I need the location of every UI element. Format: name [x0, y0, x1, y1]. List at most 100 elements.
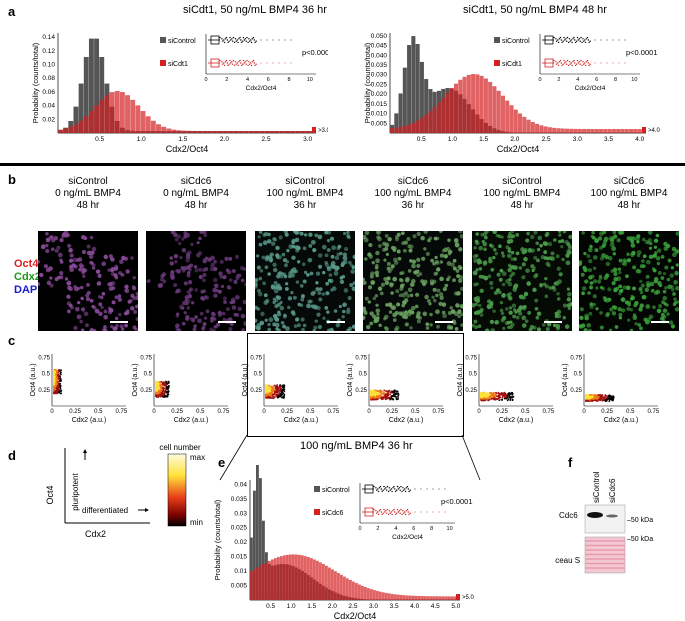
bar-treated — [269, 131, 275, 133]
c-xtick: 0.75 — [218, 409, 230, 415]
c-xtick: 0.25 — [171, 409, 183, 415]
micrograph-5 — [472, 231, 572, 331]
bar-treated — [403, 595, 406, 600]
bar-treated — [418, 595, 421, 600]
ylabel: Probability (counts/total) — [363, 42, 372, 123]
bar-treated — [265, 562, 268, 600]
c-ylabel: Oct4 (a.u.) — [457, 363, 464, 396]
micrograph-title-line: 0 ng/mL BMP4 — [55, 188, 121, 199]
c-xtick: 0.5 — [411, 409, 420, 415]
legend-swatch-treated — [314, 509, 320, 515]
bar-treated — [492, 86, 497, 133]
bar-treated — [448, 596, 451, 600]
micrograph-title-line: 48 hr — [510, 200, 534, 211]
micrograph-1 — [38, 231, 138, 331]
bar-treated — [104, 95, 110, 133]
bar-treated — [599, 128, 604, 133]
bar-treated — [125, 95, 130, 133]
bar-treated — [624, 128, 629, 133]
bar-treated — [109, 92, 115, 133]
inset-bg — [538, 34, 680, 94]
ytick: 0.025 — [371, 81, 388, 88]
bar-treated — [415, 120, 420, 133]
bar-treated — [439, 596, 442, 600]
bar-control — [398, 93, 403, 133]
ytick: 0.06 — [42, 89, 55, 96]
c-ytick: 0.75 — [250, 355, 262, 361]
c-ylabel: Oct4 (a.u.) — [562, 363, 569, 396]
xtick: 0.5 — [95, 136, 104, 143]
panel-a-left-title: siCdt1, 50 ng/mL BMP4 36 hr — [183, 4, 327, 16]
xtick: 4.0 — [635, 136, 644, 143]
inset-bg — [358, 483, 475, 543]
c-xtick: 0.5 — [94, 409, 103, 415]
xlabel: Cdx2/Oct4 — [166, 144, 209, 154]
ytick: 0.02 — [234, 539, 247, 546]
bar-treated — [325, 565, 328, 600]
c-ytick: 0.25 — [250, 388, 262, 394]
bar-treated — [254, 131, 259, 133]
bar-treated — [569, 128, 574, 133]
bar-treated — [419, 118, 424, 133]
bar-treated — [397, 594, 400, 600]
bar-control — [99, 57, 105, 133]
c-xtick: 0.5 — [196, 409, 205, 415]
legend-control: siControl — [502, 38, 530, 45]
bar-treated — [279, 131, 285, 133]
bar-treated — [358, 584, 361, 600]
bar-treated — [285, 131, 290, 133]
legend-control: siControl — [168, 38, 196, 45]
c-xtick: 0.75 — [543, 409, 555, 415]
micrograph-title-3: siControl 100 ng/mL BMP4 36 hr — [250, 176, 360, 212]
micrograph-title-line: 36 hr — [401, 200, 425, 211]
bar-treated — [376, 590, 379, 600]
bar-treated — [88, 111, 94, 133]
bar-treated — [283, 555, 286, 600]
bar-treated — [526, 119, 531, 133]
bar-treated — [556, 128, 561, 133]
bar-control — [419, 61, 424, 134]
micrograph-title-line: siCdc6 — [180, 176, 212, 187]
c-xtick: 0.75 — [433, 409, 445, 415]
xtick: 5.0 — [451, 603, 460, 610]
cdc6-blot — [584, 504, 626, 534]
ytick: 0.045 — [371, 43, 388, 50]
bar-treated — [156, 124, 161, 133]
bar-treated — [248, 131, 254, 133]
bar-treated — [620, 128, 625, 133]
inset-xtick: 10 — [447, 526, 453, 532]
xtick: 2.5 — [348, 603, 357, 610]
panel-a-right-title: siCdt1, 50 ng/mL BMP4 48 hr — [463, 4, 607, 16]
bar-control — [428, 89, 433, 133]
c-ytick: 0.25 — [465, 388, 477, 394]
bar-treated — [176, 130, 182, 133]
xtick: 0.5 — [417, 136, 426, 143]
c-ytick: 0.5 — [144, 372, 153, 378]
micrograph-title-line: 48 hr — [76, 200, 100, 211]
ytick: 0.030 — [371, 72, 388, 79]
inset-xtick: 4 — [394, 526, 397, 532]
inset-xlabel: Cdx2/Oct4 — [392, 534, 423, 541]
bar-treated — [577, 128, 582, 133]
bar-treated — [500, 95, 505, 133]
band-ponceau-label: Ponceau S — [555, 556, 580, 565]
bar-treated — [594, 128, 599, 133]
bar-treated — [530, 122, 535, 133]
c-ytick: 0.5 — [42, 372, 51, 378]
bar-treated — [277, 557, 280, 600]
colorbar-min: min — [190, 518, 203, 527]
inset-xtick: 6 — [595, 77, 598, 83]
c-ytick: 0.75 — [140, 355, 152, 361]
bar-treated — [373, 590, 376, 600]
inset-xtick: 8 — [287, 77, 290, 83]
scale-bar — [651, 321, 669, 323]
c-xlabel: Cdx2 (a.u.) — [174, 417, 209, 424]
bar-treated — [298, 554, 301, 600]
bar-treated — [364, 587, 367, 600]
bar-treated — [340, 574, 343, 600]
ytick: 0.015 — [231, 554, 248, 561]
bar-treated — [264, 131, 270, 133]
bar-treated — [310, 558, 313, 600]
bar-treated — [436, 102, 441, 133]
